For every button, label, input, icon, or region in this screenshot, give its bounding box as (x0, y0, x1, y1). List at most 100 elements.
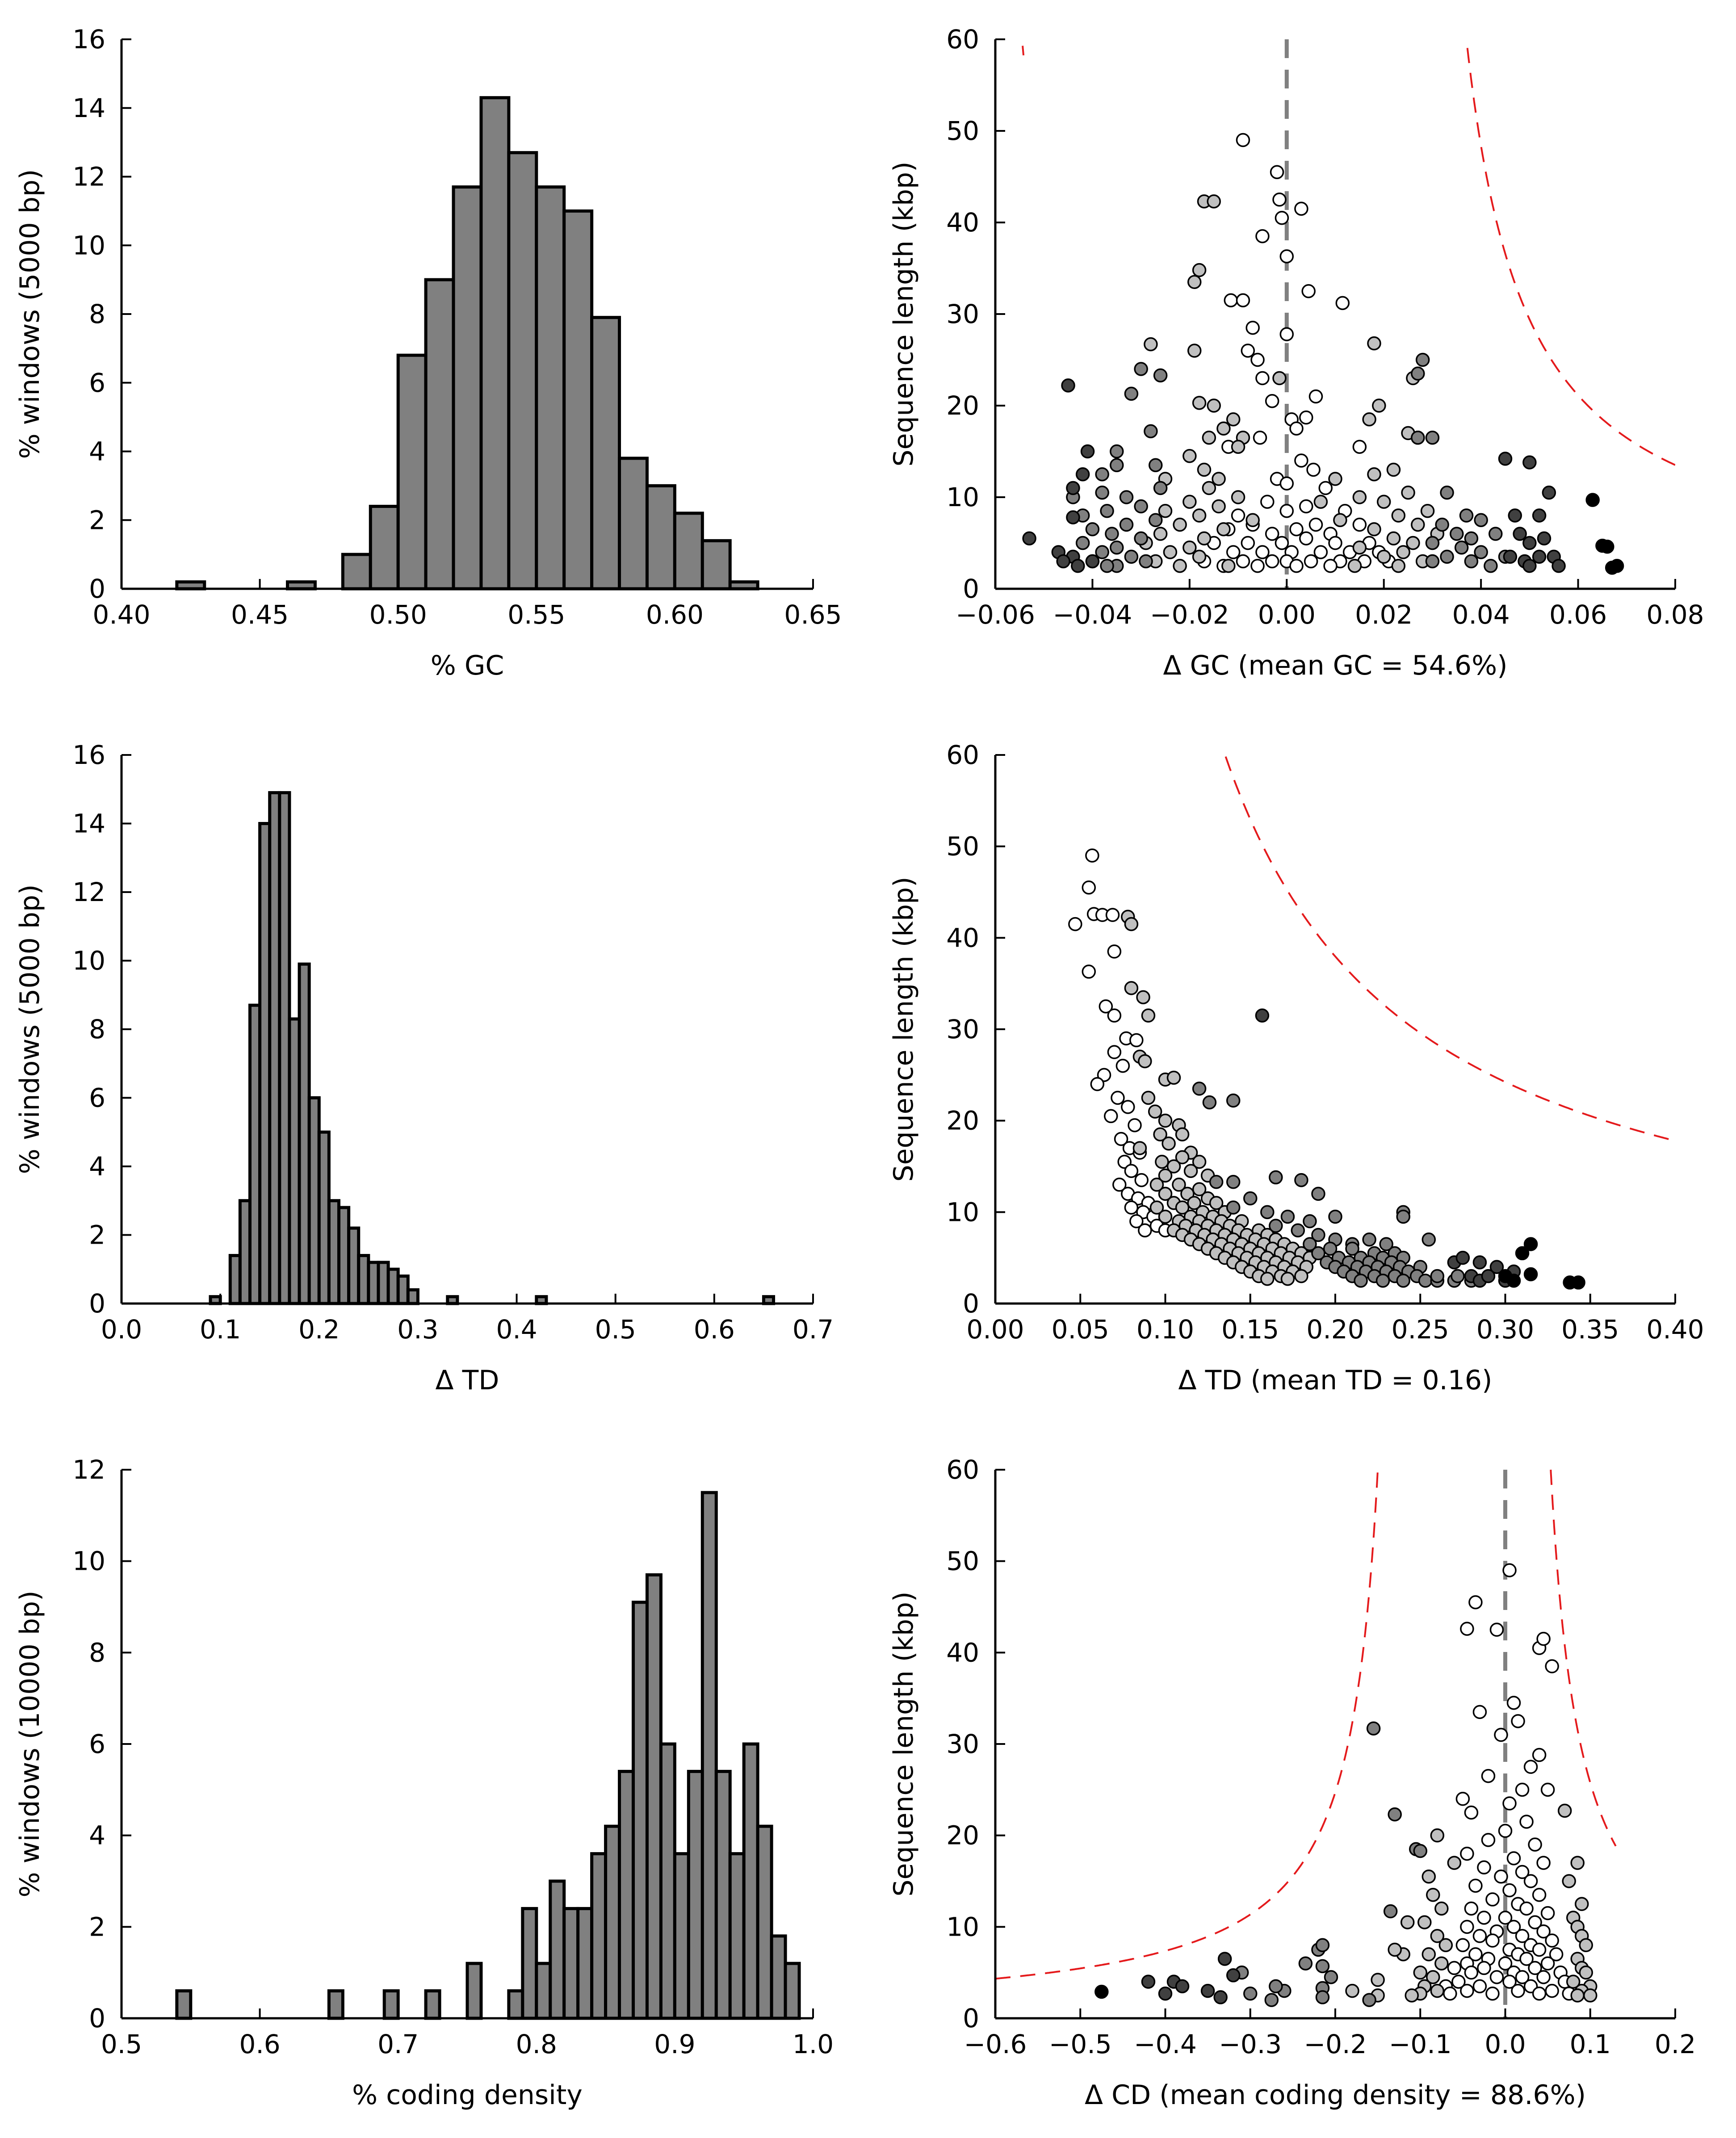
td-hist-y-label: % windows (5000 bp) (14, 885, 46, 1174)
gc-scatter-point (1391, 559, 1406, 573)
gc-hist-x-tick-label: 0.60 (646, 599, 704, 630)
gc-scatter-point (1367, 467, 1381, 482)
cd-scatter-point (1519, 1815, 1534, 1829)
cd-scatter-x-tick-label: 0.1 (1570, 2029, 1611, 2059)
gc-scatter-point (1289, 522, 1304, 537)
td-scatter-point (1192, 1155, 1207, 1169)
gc-hist-bar (396, 353, 428, 591)
td-hist-y-tick-label: 10 (72, 946, 105, 976)
cd-scatter-point (1515, 1782, 1530, 1797)
cd-scatter-point (1477, 1961, 1491, 1975)
td-scatter-point (1303, 1237, 1317, 1251)
td-scatter-point (1422, 1232, 1436, 1247)
td-hist-x-tick-label: 0.5 (595, 1314, 636, 1345)
gc-scatter-y-label: Sequence length (kbp) (888, 161, 919, 466)
cd-scatter-x-tick-label: −0.5 (1049, 2029, 1112, 2059)
td-hist-x-tick-label: 0.7 (793, 1314, 834, 1345)
gc-scatter-point (1532, 508, 1547, 523)
gc-hist-bar (369, 505, 400, 591)
cd-hist-bar (784, 1962, 801, 2020)
cd-scatter-point (1345, 1983, 1359, 1998)
cd-scatter-point (1383, 1904, 1398, 1919)
td-scatter-point (1396, 1209, 1410, 1224)
cd-scatter-y-tick-label: 0 (963, 2003, 979, 2033)
cd-hist-y-tick-label: 4 (89, 1820, 105, 1851)
gc-scatter-point (1313, 545, 1328, 559)
cd-scatter-point (1464, 1965, 1479, 1980)
td-scatter-point (1379, 1237, 1393, 1251)
gc-scatter-point (1367, 522, 1381, 537)
gc-scatter-point (1192, 508, 1207, 523)
gc-scatter-point (1163, 545, 1178, 559)
gc-scatter-x-label: Δ GC (mean GC = 54.6%) (1163, 650, 1507, 681)
gc-scatter-point (1226, 545, 1241, 559)
td-scatter-point (1430, 1269, 1445, 1283)
gc-hist-bar (590, 316, 621, 591)
cd-scatter-x-tick-label: 0.2 (1655, 2029, 1696, 2059)
td-scatter-point (1192, 1182, 1207, 1196)
cd-scatter-point (1545, 1933, 1559, 1948)
gc-scatter-point (1294, 453, 1308, 468)
cd-scatter-point (1519, 1901, 1534, 1916)
gc-scatter-point (1231, 508, 1245, 523)
cd-hist-bar (770, 1934, 787, 2020)
td-scatter-point (1523, 1267, 1538, 1282)
gc-scatter-point (1335, 296, 1350, 310)
cd-hist-x-tick-label: 0.6 (239, 2029, 280, 2059)
td-hist-bar (406, 1288, 419, 1305)
gc-scatter-point (1272, 193, 1287, 207)
cd-scatter-y-tick-label: 40 (946, 1637, 979, 1668)
gc-scatter-y-tick-label: 30 (946, 299, 979, 329)
gc-scatter-point (1522, 559, 1537, 573)
cd-scatter-point (1264, 1993, 1279, 2007)
gc-scatter-point (1192, 396, 1207, 410)
cd-scatter-point (1455, 1792, 1470, 1806)
td-scatter-point (1354, 1274, 1368, 1288)
cd-scatter-y-tick-label: 50 (946, 1546, 979, 1576)
cd-scatter-point (1443, 1986, 1457, 2001)
cd-scatter-point (1523, 1874, 1538, 1888)
cd-scatter-point (1472, 1979, 1487, 1994)
td-scatter-point (1375, 1274, 1390, 1288)
cd-scatter-point (1451, 1975, 1466, 1989)
gc-scatter-point (1396, 545, 1410, 559)
td-scatter-point (1158, 1168, 1173, 1183)
td-scatter-point (1099, 999, 1113, 1014)
gc-hist-y-tick-label: 12 (72, 162, 105, 192)
cd-scatter-point (1528, 1961, 1542, 1975)
gc-scatter-point (1362, 412, 1376, 427)
gc-scatter-point (1202, 431, 1216, 445)
cd-scatter-point (1502, 1563, 1517, 1577)
cd-scatter-point (1515, 1970, 1530, 1984)
gc-hist-y-tick-label: 10 (72, 230, 105, 260)
td-scatter-point (1166, 1070, 1181, 1085)
cd-scatter-point (1502, 1975, 1517, 1989)
cd-hist-bar (659, 1742, 676, 2020)
gc-scatter-point (1095, 545, 1109, 559)
td-scatter-point (1172, 1178, 1186, 1192)
cd-scatter-point (1460, 1920, 1474, 1934)
gc-scatter-point (1474, 513, 1488, 527)
cd-scatter-point (1460, 1846, 1474, 1861)
cd-scatter-point (1362, 1993, 1376, 2007)
cd-scatter-point (1536, 1856, 1551, 1870)
gc-scatter-point (1279, 504, 1294, 518)
td-scatter-point (1418, 1274, 1433, 1288)
td-scatter-point (1068, 917, 1082, 931)
cd-scatter-point (1566, 1975, 1581, 1989)
cd-hist-bar (507, 1989, 524, 2020)
cd-scatter-point (1324, 1970, 1338, 1984)
cd-scatter-point (1200, 1983, 1215, 1998)
gc-scatter-point (1425, 554, 1440, 569)
td-scatter-point (1175, 1200, 1190, 1215)
gc-hist-x-tick-label: 0.40 (92, 599, 150, 630)
cd-scatter-point (1570, 1988, 1585, 2003)
td-hist-y-tick-label: 4 (89, 1151, 105, 1182)
cd-scatter-point (1515, 1929, 1530, 1943)
cd-scatter-point (1532, 1942, 1547, 1957)
gc-scatter-point (1489, 527, 1503, 541)
cd-scatter-point (1528, 1915, 1542, 1929)
gc-hist-bar (535, 185, 566, 591)
cd-hist-bar (562, 1907, 580, 2020)
